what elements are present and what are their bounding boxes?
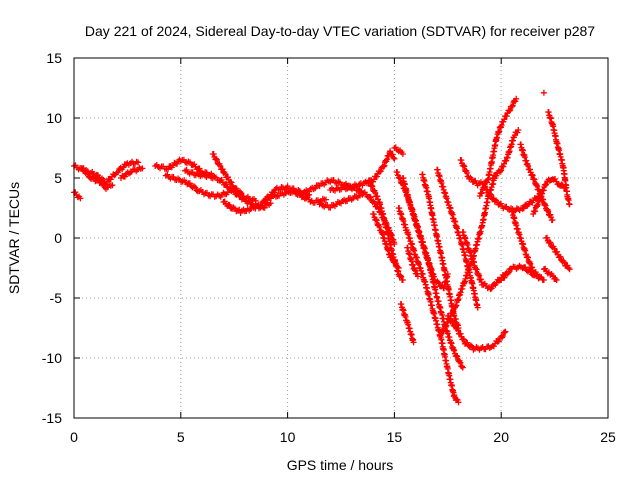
plus-marker-series <box>444 312 509 353</box>
satellite-arc-12 <box>316 191 366 211</box>
satellite-arc-2 <box>71 189 84 202</box>
x-tick-label: 0 <box>70 429 78 445</box>
x-tick-label: 5 <box>177 429 185 445</box>
satellite-arc-31 <box>489 127 522 181</box>
satellite-arc-13 <box>327 148 398 194</box>
plus-marker-series <box>209 151 259 204</box>
chart-title: Day 221 of 2024, Sidereal Day-to-day VTE… <box>85 23 595 39</box>
satellite-arc-39 <box>540 89 547 96</box>
x-tick-label: 20 <box>493 429 509 445</box>
plus-marker-series <box>370 211 402 271</box>
y-axis-label: SDTVAR / TECUs <box>6 182 22 294</box>
plus-marker-series <box>79 165 116 192</box>
x-axis-label: GPS time / hours <box>287 457 394 473</box>
y-tick-label: -15 <box>42 410 62 426</box>
plus-marker-series <box>434 166 481 311</box>
satellite-arc-36 <box>540 265 560 283</box>
satellite-arc-21 <box>399 175 451 292</box>
y-tick-label: 15 <box>46 50 62 66</box>
satellite-arc-32 <box>498 262 547 283</box>
plus-marker-series <box>316 191 366 211</box>
satellite-arc-38 <box>545 109 573 208</box>
plus-marker-series <box>540 265 560 283</box>
plus-marker-series <box>476 95 520 199</box>
plus-marker-series <box>71 189 84 202</box>
y-tick-label: 0 <box>54 230 62 246</box>
satellite-arc-35 <box>530 176 569 217</box>
y-tick-label: 10 <box>46 110 62 126</box>
plus-marker-series <box>391 144 406 157</box>
satellite-arc-3 <box>79 165 116 192</box>
x-tick-label: 15 <box>387 429 403 445</box>
data-marks <box>71 89 573 406</box>
satellite-arc-5 <box>152 156 216 179</box>
satellite-arc-20 <box>397 301 417 346</box>
plus-marker-series <box>540 89 547 96</box>
satellite-arc-4 <box>118 164 146 181</box>
satellite-arc-17 <box>391 144 406 157</box>
plus-marker-series <box>508 208 543 280</box>
satellite-arc-37 <box>543 234 573 273</box>
x-tick-label: 25 <box>600 429 616 445</box>
plus-marker-series <box>530 176 569 217</box>
satellite-arc-26 <box>444 312 509 353</box>
y-tick-label: -10 <box>42 350 62 366</box>
satellite-arc-29 <box>476 95 520 199</box>
plus-marker-series <box>498 262 547 283</box>
grid-lines <box>74 58 608 418</box>
y-tick-label: 5 <box>54 170 62 186</box>
satellite-arc-22 <box>404 244 421 280</box>
plus-marker-series <box>162 171 231 200</box>
plus-marker-series <box>489 127 522 181</box>
plus-marker-series <box>483 186 543 215</box>
plus-marker-series <box>118 164 146 181</box>
plus-marker-series <box>399 175 451 292</box>
satellite-arc-19 <box>395 205 462 406</box>
axis-ticks: 0 5 10 15 20 25 -15 -10 -5 0 5 10 15 <box>42 50 616 445</box>
plus-marker-series <box>543 234 573 273</box>
satellite-arc-33 <box>508 208 543 280</box>
plus-marker-series <box>395 205 462 406</box>
satellite-arc-30 <box>483 186 543 215</box>
plus-marker-series <box>152 156 216 179</box>
plus-marker-series <box>327 148 398 194</box>
plus-marker-series <box>404 244 421 280</box>
satellite-arc-16 <box>370 211 402 271</box>
satellite-arc-24 <box>434 166 481 311</box>
satellite-arc-28 <box>457 157 488 189</box>
plus-marker-series <box>397 301 417 346</box>
y-tick-label: -5 <box>50 290 63 306</box>
x-tick-label: 10 <box>280 429 296 445</box>
satellite-arc-6 <box>162 171 231 200</box>
plus-marker-series <box>457 157 488 189</box>
plus-marker-series <box>545 109 573 208</box>
satellite-arc-8 <box>209 151 259 204</box>
